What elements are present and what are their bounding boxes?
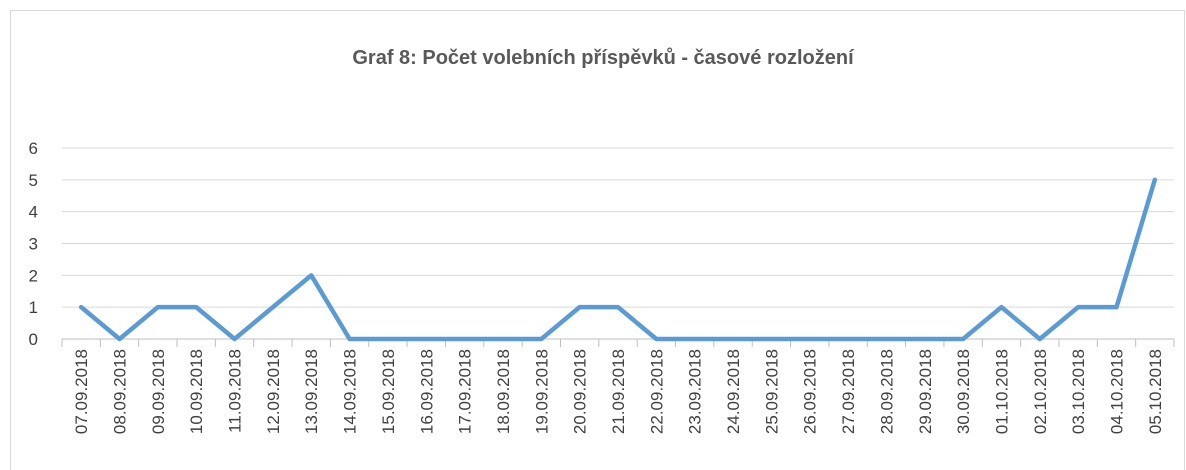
x-tick-label: 03.10.2018 (1069, 349, 1088, 434)
x-tick-label: 05.10.2018 (1146, 349, 1165, 434)
x-tick-label: 18.09.2018 (494, 349, 513, 434)
y-tick-label: 0 (29, 330, 38, 349)
x-tick-label: 26.09.2018 (801, 349, 820, 434)
chart-title: Graf 8: Počet volebních příspěvků - časo… (352, 47, 855, 69)
x-tick-label: 11.09.2018 (226, 349, 245, 433)
x-tick-label: 04.10.2018 (1107, 349, 1126, 434)
x-tick-label: 12.09.2018 (264, 349, 283, 434)
x-tick-label: 22.09.2018 (647, 349, 666, 434)
line (78, 177, 1158, 342)
x-tick-label: 10.09.2018 (187, 349, 206, 434)
x-tick-label: 01.10.2018 (992, 349, 1011, 434)
y-tick-label: 1 (29, 298, 38, 317)
x-tick-label: 16.09.2018 (417, 349, 436, 434)
x-tick-label: 27.09.2018 (839, 349, 858, 434)
x-tick-label: 13.09.2018 (302, 349, 321, 434)
x-tick-label: 07.09.2018 (72, 349, 91, 434)
x-tick-label: 28.09.2018 (877, 349, 896, 434)
x-tick-label: 24.09.2018 (724, 349, 743, 434)
x-tick-label: 21.09.2018 (609, 349, 628, 434)
chart-border (10, 10, 1185, 470)
x-tick-label: 02.10.2018 (1031, 349, 1050, 434)
x-tick-label: 30.09.2018 (954, 349, 973, 434)
y-tick-label: 4 (29, 203, 38, 222)
y-tick-label: 2 (29, 266, 38, 285)
y-tick-label: 6 (29, 139, 38, 158)
x-tick-label: 23.09.2018 (686, 349, 705, 434)
x-tick-label: 15.09.2018 (379, 349, 398, 434)
x-tick-label: 19.09.2018 (532, 349, 551, 434)
x-tick-label: 09.09.2018 (149, 349, 168, 434)
x-tick-label: 17.09.2018 (456, 349, 475, 434)
y-tick-label: 5 (29, 171, 38, 190)
x-tick-label: 29.09.2018 (916, 349, 935, 434)
x-tick-label: 08.09.2018 (111, 349, 130, 434)
x-tick-label: 14.09.2018 (341, 349, 360, 434)
x-tick-label: 25.09.2018 (762, 349, 781, 434)
x-tick-label: 20.09.2018 (571, 349, 590, 434)
y-tick-label: 3 (29, 235, 38, 254)
